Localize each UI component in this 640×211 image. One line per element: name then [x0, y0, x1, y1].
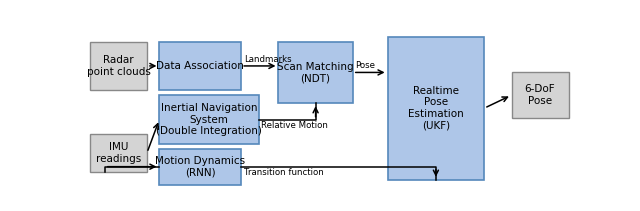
Text: Realtime
Pose
Estimation
(UKF): Realtime Pose Estimation (UKF) — [408, 86, 464, 131]
FancyBboxPatch shape — [388, 37, 484, 180]
Text: 6-DoF
Pose: 6-DoF Pose — [525, 84, 556, 106]
FancyBboxPatch shape — [159, 149, 241, 185]
Text: Motion Dynamics
(RNN): Motion Dynamics (RNN) — [156, 156, 245, 177]
FancyBboxPatch shape — [278, 42, 353, 103]
FancyBboxPatch shape — [90, 134, 147, 172]
Text: Transition function: Transition function — [244, 168, 323, 177]
Text: IMU
readings: IMU readings — [96, 142, 141, 164]
Text: Radar
point clouds: Radar point clouds — [86, 55, 150, 77]
Text: Landmarks: Landmarks — [244, 54, 291, 64]
Text: Scan Matching
(NDT): Scan Matching (NDT) — [277, 62, 354, 83]
Text: Data Association: Data Association — [156, 61, 244, 71]
FancyBboxPatch shape — [159, 95, 259, 144]
Text: Inertial Navigation
System
(Double Integration): Inertial Navigation System (Double Integ… — [156, 103, 262, 136]
FancyBboxPatch shape — [90, 42, 147, 90]
FancyBboxPatch shape — [159, 42, 241, 90]
Text: Relative Motion: Relative Motion — [261, 121, 328, 130]
FancyBboxPatch shape — [511, 72, 568, 118]
Text: Pose: Pose — [355, 61, 375, 70]
